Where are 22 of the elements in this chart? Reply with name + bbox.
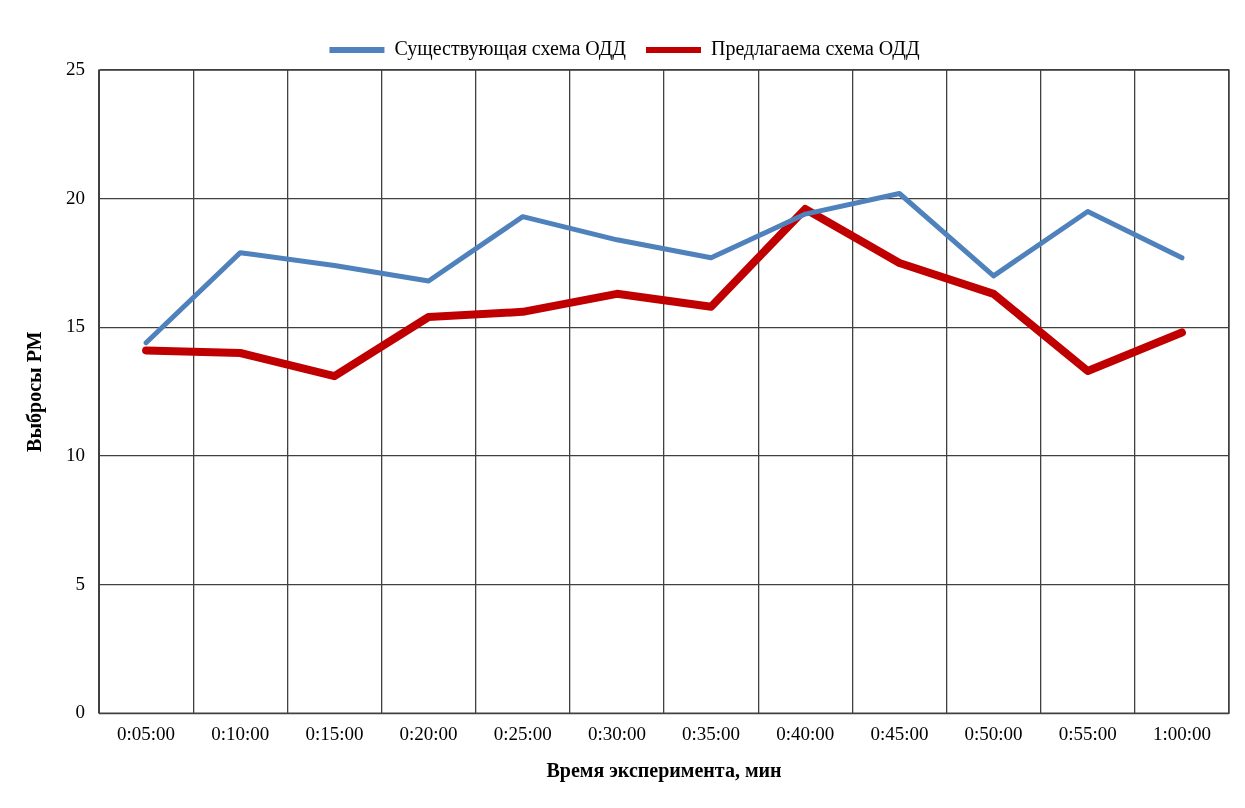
x-tick-label: 0:50:00: [964, 722, 1023, 744]
x-tick-label: 0:25:00: [493, 722, 552, 744]
x-axis-title: Время эксперимента, мин: [546, 759, 782, 783]
y-tick-label: 0: [75, 701, 85, 723]
x-tick-label: 0:45:00: [870, 722, 929, 744]
y-tick-label: 5: [75, 572, 85, 594]
x-tick-label: 0:10:00: [211, 722, 270, 744]
x-tick-label: 0:40:00: [776, 722, 835, 744]
y-tick-label: 20: [66, 186, 85, 208]
x-tick-label: 0:55:00: [1058, 722, 1117, 744]
legend-label: Предлагаема схема ОДД: [710, 37, 920, 61]
y-tick-label: 15: [66, 315, 85, 337]
x-tick-label: 0:20:00: [399, 722, 458, 744]
x-tick-label: 0:30:00: [587, 722, 646, 744]
x-tick-label: 0:05:00: [117, 722, 176, 744]
x-tick-label: 0:15:00: [305, 722, 364, 744]
y-axis-title: Выбросы PM: [23, 331, 47, 452]
x-tick-label: 0:35:00: [682, 722, 741, 744]
y-tick-label: 25: [66, 57, 85, 79]
legend-label: Существующая схема ОДД: [394, 37, 627, 61]
x-tick-label: 1:00:00: [1152, 722, 1211, 744]
y-tick-label: 10: [66, 443, 85, 465]
